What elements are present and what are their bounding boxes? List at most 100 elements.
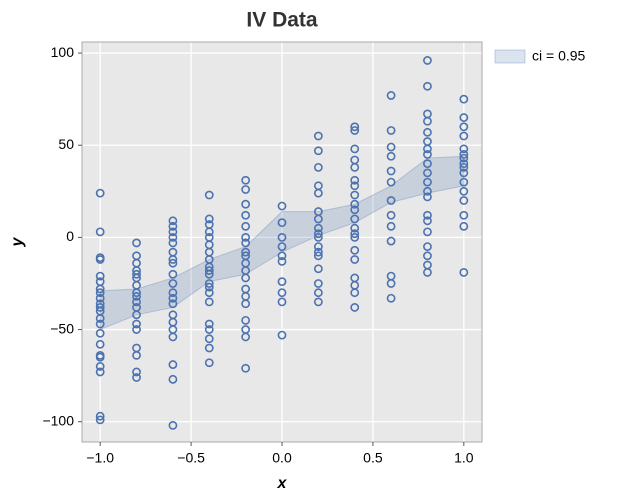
point	[95, 271, 105, 281]
point	[95, 362, 105, 371]
point	[168, 293, 178, 303]
point	[313, 242, 323, 252]
point	[132, 310, 141, 320]
point	[423, 168, 432, 178]
point	[459, 177, 469, 187]
point	[423, 56, 432, 65]
point	[168, 299, 178, 309]
point	[277, 297, 287, 307]
point	[204, 269, 214, 279]
point	[313, 188, 323, 198]
point	[95, 319, 105, 329]
point	[350, 126, 360, 135]
point	[423, 81, 432, 91]
point	[132, 288, 141, 298]
point	[350, 255, 360, 264]
y-axis-label: y	[9, 236, 26, 247]
point	[459, 94, 469, 104]
point	[386, 91, 396, 100]
point	[132, 373, 141, 382]
y-tick-label: −50	[50, 320, 74, 336]
point	[95, 306, 105, 316]
point	[423, 177, 432, 187]
point	[350, 175, 360, 185]
point	[95, 284, 105, 294]
point	[204, 358, 214, 368]
point	[350, 232, 360, 242]
y-tick-label: 0	[66, 228, 74, 244]
point	[132, 238, 141, 248]
point	[241, 238, 251, 248]
point	[241, 221, 251, 231]
y-tick-label: 50	[58, 136, 74, 152]
point	[241, 175, 251, 185]
point	[241, 315, 251, 325]
point	[459, 113, 469, 122]
point	[132, 319, 141, 329]
point	[168, 227, 178, 237]
point	[386, 142, 396, 152]
point	[277, 242, 287, 252]
point	[313, 146, 323, 156]
point	[95, 328, 105, 338]
point	[168, 421, 178, 430]
point	[350, 199, 360, 209]
point	[132, 367, 141, 377]
point	[459, 144, 469, 154]
point	[313, 297, 323, 307]
x-tick-label: 0.0	[272, 450, 292, 466]
point	[95, 188, 105, 198]
y-tick-label: −100	[42, 412, 74, 428]
point	[277, 330, 287, 340]
point	[423, 210, 432, 220]
point	[95, 293, 105, 303]
point	[459, 210, 469, 220]
legend-swatch	[494, 49, 526, 64]
point	[313, 279, 323, 288]
point	[350, 122, 360, 132]
point	[386, 293, 396, 303]
point	[168, 332, 178, 342]
point	[313, 207, 323, 216]
point	[168, 255, 178, 264]
point	[277, 232, 287, 242]
point	[350, 223, 360, 233]
point	[423, 186, 432, 196]
point	[241, 232, 251, 242]
point	[95, 367, 105, 377]
point	[168, 374, 178, 384]
point	[168, 360, 178, 369]
point	[241, 185, 251, 194]
point	[459, 122, 469, 132]
point	[350, 162, 360, 172]
x-tick-label: 1.0	[454, 450, 474, 466]
point	[313, 264, 323, 274]
point	[313, 247, 323, 257]
point	[350, 303, 360, 312]
point	[132, 291, 141, 301]
point	[132, 350, 141, 360]
point	[168, 221, 178, 231]
point	[241, 251, 251, 261]
point	[277, 201, 287, 211]
point	[95, 227, 105, 237]
point	[204, 190, 214, 200]
legend-label: ci = 0.95	[532, 48, 586, 64]
point	[313, 288, 323, 298]
point	[168, 279, 178, 288]
point	[132, 297, 141, 307]
point	[423, 192, 432, 202]
x-axis-label: x	[277, 475, 288, 492]
point	[386, 177, 396, 187]
point	[241, 210, 251, 220]
point	[423, 242, 432, 252]
point	[95, 303, 105, 312]
point	[204, 282, 214, 292]
point	[350, 190, 360, 200]
point	[386, 279, 396, 288]
x-tick-label: −1.0	[86, 450, 114, 466]
point	[204, 266, 214, 275]
point	[459, 150, 469, 159]
point	[95, 255, 105, 264]
point	[386, 196, 396, 205]
